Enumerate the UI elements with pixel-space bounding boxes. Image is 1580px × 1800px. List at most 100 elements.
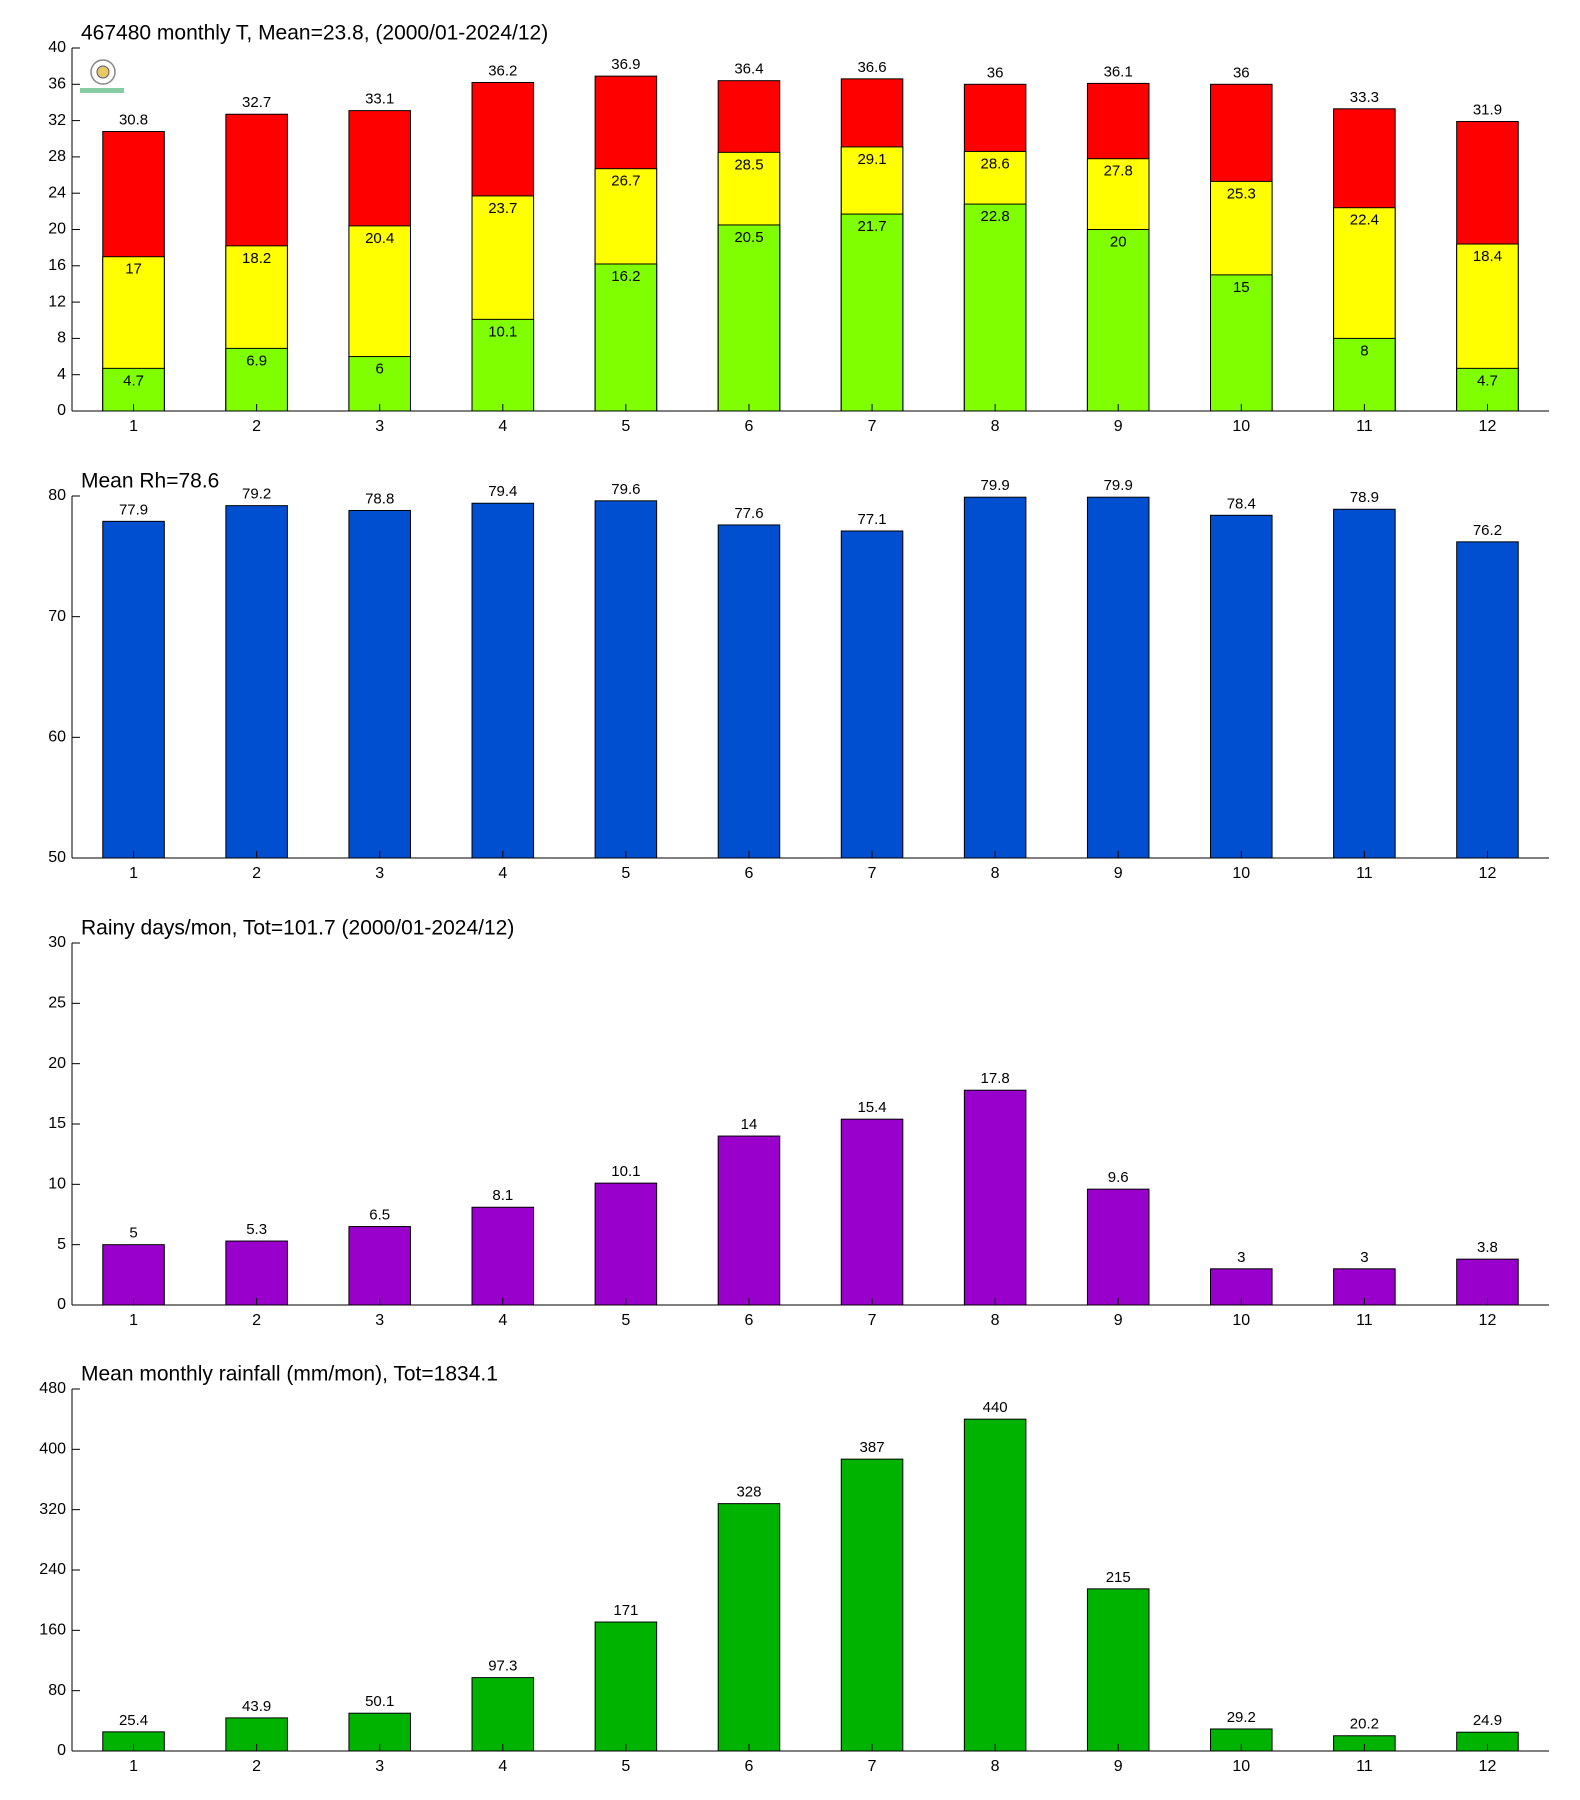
data-label: 79.6 [611, 481, 640, 498]
data-label: 79.4 [488, 483, 517, 500]
x-tick-label: 6 [745, 865, 754, 882]
logo [80, 59, 124, 93]
data-label: 36 [987, 64, 1004, 81]
x-tick-label: 3 [375, 418, 384, 435]
data-label: 20.4 [365, 230, 394, 247]
y-tick-label: 30 [48, 934, 66, 951]
data-label: 17.8 [981, 1070, 1010, 1087]
data-label: 29.2 [1227, 1709, 1256, 1726]
data-label: 22.8 [981, 208, 1010, 225]
x-tick-label: 4 [498, 865, 507, 882]
bar [1333, 508, 1396, 859]
bar [963, 203, 1027, 412]
x-tick-label: 3 [375, 865, 384, 882]
y-tick-label: 320 [39, 1501, 66, 1518]
bar [717, 524, 781, 859]
x-tick-label: 1 [129, 1758, 138, 1775]
chart-title: Rainy days/mon, Tot=101.7 (2000/01-2024/… [81, 917, 514, 940]
data-label: 5 [129, 1225, 137, 1242]
data-label: 50.1 [365, 1693, 394, 1710]
data-label: 4.7 [123, 372, 144, 389]
data-label: 78.9 [1350, 489, 1379, 506]
bar [594, 263, 658, 412]
bar [225, 1240, 288, 1306]
data-label: 97.3 [488, 1658, 517, 1675]
x-tick-label: 5 [621, 1312, 630, 1329]
x-tick-label: 10 [1232, 1758, 1250, 1775]
y-tick-label: 160 [39, 1622, 66, 1639]
data-label: 20.2 [1350, 1716, 1379, 1733]
x-tick-label: 10 [1232, 1312, 1250, 1329]
data-label: 36.2 [488, 62, 517, 79]
x-tick-label: 11 [1356, 1758, 1373, 1775]
bar [102, 520, 165, 859]
data-label: 77.9 [119, 501, 148, 518]
bar [348, 356, 411, 412]
y-tick-label: 25 [48, 995, 66, 1012]
x-tick-label: 10 [1232, 418, 1250, 435]
data-label: 33.1 [365, 91, 394, 108]
bar [594, 500, 658, 859]
bar [471, 502, 535, 859]
y-tick-label: 5 [57, 1236, 66, 1253]
bar [471, 1206, 535, 1306]
data-label: 27.8 [1104, 163, 1133, 180]
x-tick-label: 8 [991, 1758, 1000, 1775]
bar [225, 347, 288, 412]
data-label: 33.3 [1350, 89, 1379, 106]
x-tick-label: 2 [252, 865, 261, 882]
bar [102, 1244, 165, 1306]
x-tick-label: 1 [129, 865, 138, 882]
x-tick-label: 2 [252, 1758, 261, 1775]
data-label: 328 [736, 1484, 761, 1501]
bar [717, 1503, 781, 1752]
data-label: 22.4 [1350, 212, 1379, 229]
data-label: 6 [376, 361, 384, 378]
data-label: 171 [613, 1602, 638, 1619]
bar [840, 1458, 904, 1752]
data-label: 23.7 [488, 200, 517, 217]
data-label: 440 [983, 1399, 1008, 1416]
bar [1086, 1188, 1150, 1306]
x-tick-label: 11 [1356, 418, 1373, 435]
bar [1210, 514, 1273, 859]
data-label: 32.7 [242, 94, 271, 111]
x-tick-label: 7 [868, 865, 877, 882]
bar [1086, 229, 1150, 412]
data-label: 26.7 [611, 173, 640, 190]
x-tick-label: 7 [868, 1312, 877, 1329]
data-label: 36.9 [611, 56, 640, 73]
bar [1333, 337, 1396, 412]
data-label: 29.1 [857, 151, 886, 168]
x-tick-label: 6 [745, 1312, 754, 1329]
y-tick-label: 80 [48, 1682, 66, 1699]
bar [963, 1089, 1027, 1306]
data-label: 20 [1110, 233, 1127, 250]
data-label: 6.9 [246, 352, 267, 369]
data-label: 6.5 [369, 1207, 390, 1224]
y-tick-label: 70 [48, 608, 66, 625]
data-label: 28.5 [734, 156, 763, 173]
bar [1210, 274, 1273, 412]
data-label: 17 [125, 261, 142, 278]
data-label: 3 [1360, 1249, 1368, 1266]
data-label: 36.4 [734, 61, 763, 78]
y-tick-label: 0 [57, 402, 66, 419]
y-tick-label: 10 [48, 1176, 66, 1193]
data-label: 25.3 [1227, 185, 1256, 202]
y-tick-label: 80 [48, 487, 66, 504]
x-tick-label: 9 [1114, 1312, 1123, 1329]
data-label: 4.7 [1477, 372, 1498, 389]
bar [225, 505, 288, 859]
chart-title: Mean Rh=78.6 [81, 470, 219, 493]
y-tick-label: 8 [57, 330, 66, 347]
chart-title: 467480 monthly T, Mean=23.8, (2000/01-20… [81, 22, 548, 45]
data-label: 18.4 [1473, 248, 1502, 265]
x-tick-label: 4 [498, 1312, 507, 1329]
bar [594, 1182, 658, 1306]
bar [840, 1118, 904, 1306]
x-tick-label: 8 [991, 1312, 1000, 1329]
x-tick-label: 12 [1479, 865, 1497, 882]
data-label: 14 [741, 1116, 758, 1133]
